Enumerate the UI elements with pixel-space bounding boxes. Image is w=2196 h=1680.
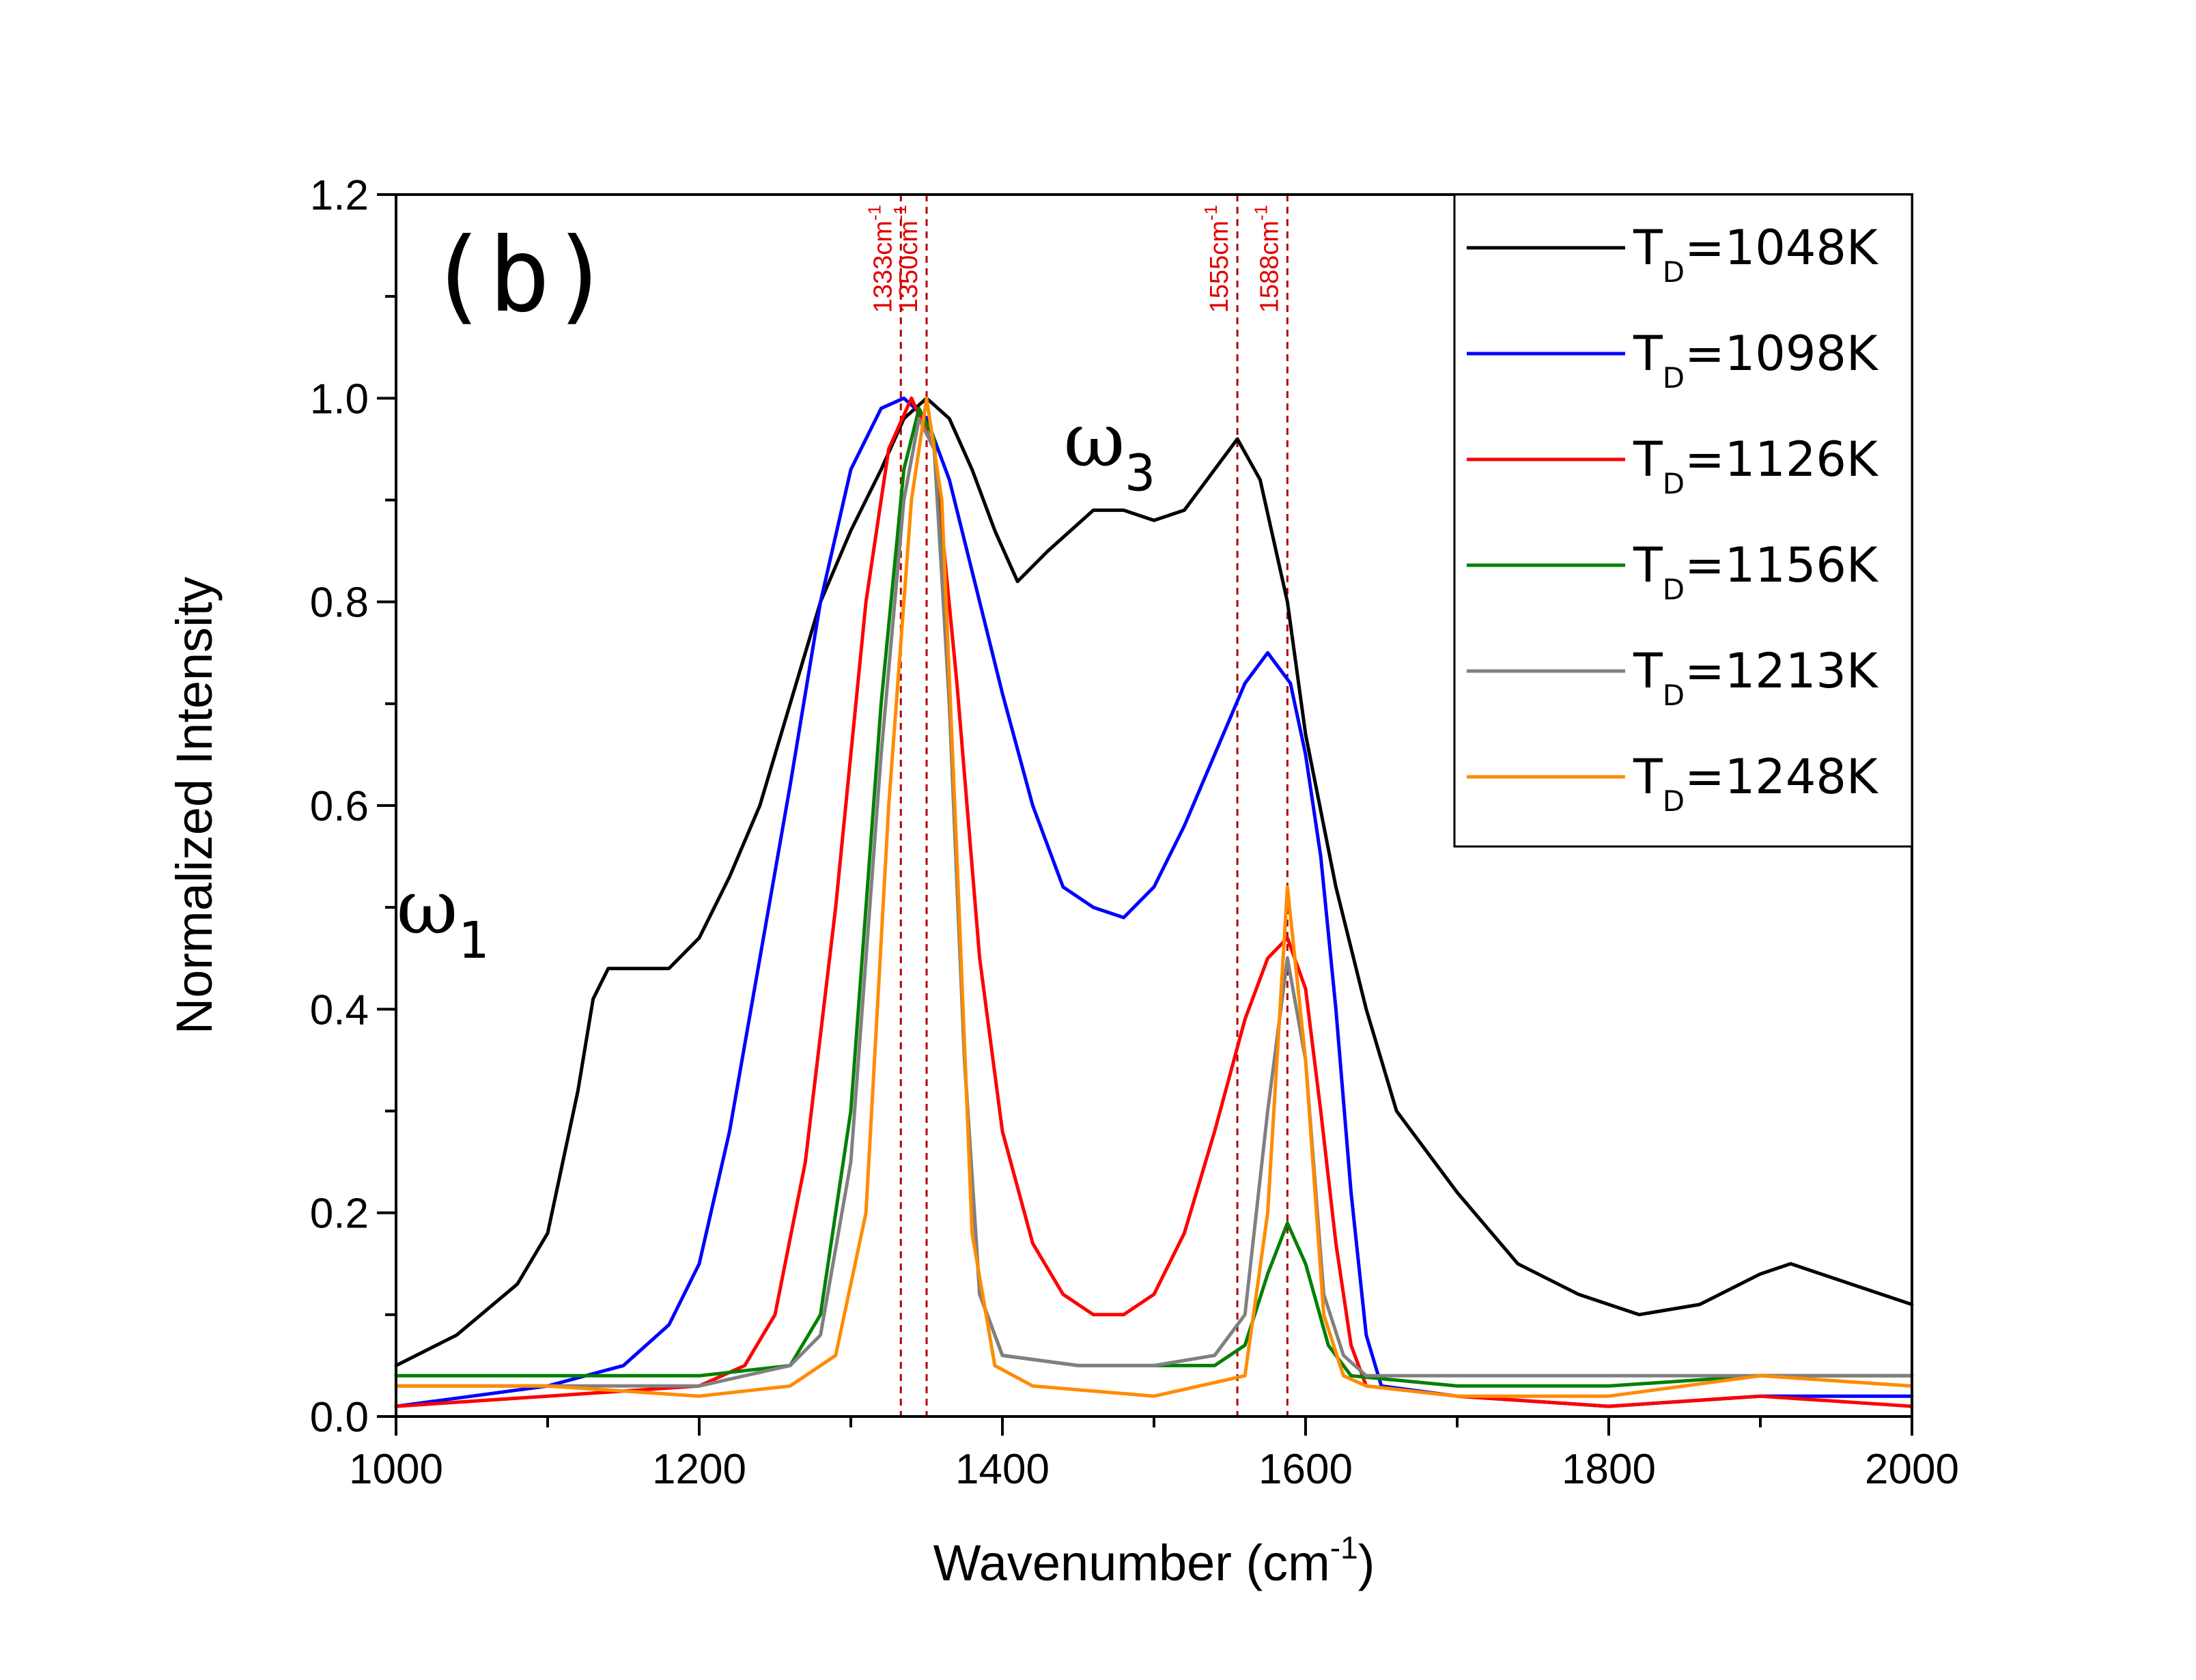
reference-line-unit-sup: -1 xyxy=(1200,205,1221,220)
legend-entry: TD=1156K xyxy=(1633,537,1879,606)
legend-entry: TD=1126K xyxy=(1633,431,1879,500)
series-line xyxy=(394,396,1914,1367)
omega1-subscript: 1 xyxy=(458,911,489,970)
reference-line-value: 1333cm xyxy=(869,220,897,313)
legend-entry-main: T xyxy=(1633,431,1663,487)
reference-line-label: 1588cm-1 xyxy=(1250,205,1284,313)
legend-entry: TD=1248K xyxy=(1633,749,1879,818)
legend-entry-value: =1248K xyxy=(1685,749,1879,805)
series-line xyxy=(394,396,1914,1408)
series-line xyxy=(394,416,1914,1388)
legend: TD=1048KTD=1098KTD=1126KTD=1156KTD=1213K… xyxy=(1453,193,1913,848)
legend-entry-main: T xyxy=(1633,749,1663,805)
reference-line-unit-sup: -1 xyxy=(1250,205,1271,220)
legend-entry-value: =1048K xyxy=(1685,220,1879,276)
legend-entry-main: T xyxy=(1633,537,1663,593)
legend-entry-value: =1098K xyxy=(1685,326,1879,382)
legend-entry-value: =1213K xyxy=(1685,643,1879,699)
x-tick-label: 1200 xyxy=(652,1446,746,1493)
legend-entry-value: =1126K xyxy=(1685,431,1879,487)
y-axis-label: Normalized Intensity xyxy=(166,577,223,1034)
legend-entry-main: T xyxy=(1633,643,1663,699)
y-tick-label: 0.0 xyxy=(310,1394,369,1441)
series-line xyxy=(394,396,1914,1398)
y-tick-label: 0.6 xyxy=(310,783,369,830)
legend-entry-main: T xyxy=(1633,220,1663,276)
legend-entry: TD=1048K xyxy=(1633,220,1879,289)
legend-entry-sub: D xyxy=(1663,255,1685,289)
reference-line-label: 1350cm-1 xyxy=(890,205,923,313)
x-tick-label: 1600 xyxy=(1258,1446,1353,1493)
x-tick-label: 1800 xyxy=(1562,1446,1656,1493)
reference-line-label: 1555cm-1 xyxy=(1200,205,1234,313)
y-tick-label: 1.0 xyxy=(310,375,369,423)
x-tick-label: 1400 xyxy=(955,1446,1050,1493)
series-line xyxy=(394,396,1914,1408)
y-tick-label: 0.8 xyxy=(310,580,369,627)
legend-entry-sub: D xyxy=(1663,573,1685,606)
y-tick-label: 0.4 xyxy=(310,986,369,1034)
legend-entry-main: T xyxy=(1633,326,1663,382)
legend-entry-sub: D xyxy=(1663,679,1685,712)
reference-line-value: 1588cm xyxy=(1255,220,1284,313)
omega1-annotation: ω1 xyxy=(397,864,488,970)
y-tick-label: 1.2 xyxy=(310,172,369,219)
omega1-symbol: ω xyxy=(397,864,458,951)
reference-line-unit-sup: -1 xyxy=(890,205,910,220)
reference-line-value: 1555cm xyxy=(1205,220,1234,313)
legend-entry-value: =1156K xyxy=(1685,537,1879,593)
legend-box xyxy=(1453,193,1913,848)
x-axis-label-sup: -1 xyxy=(1330,1530,1358,1565)
omega3-annotation: ω3 xyxy=(1064,397,1155,503)
legend-entry: TD=1098K xyxy=(1633,326,1879,395)
x-axis-label-end: ) xyxy=(1358,1535,1375,1591)
x-tick-label: 1000 xyxy=(349,1446,443,1493)
reference-line-unit-sup: -1 xyxy=(864,205,884,220)
legend-entry: TD=1213K xyxy=(1633,643,1879,712)
reference-line-label: 1333cm-1 xyxy=(864,205,897,313)
panel-label: (b) xyxy=(427,216,612,335)
omega3-subscript: 3 xyxy=(1125,444,1156,503)
series-lines xyxy=(394,396,1914,1408)
reference-lines xyxy=(899,195,1289,1416)
y-tick-label: 0.2 xyxy=(310,1191,369,1238)
legend-entry-sub: D xyxy=(1663,467,1685,500)
legend-entry-sub: D xyxy=(1663,361,1685,395)
x-axis-label-main: Wavenumber (cm xyxy=(933,1535,1330,1591)
x-axis-label: Wavenumber (cm-1) xyxy=(933,1530,1375,1591)
axis-ticks: 1000 1200 1400 1600 1800 2000 0.0 0.2 0.4 0.6 0.8 1… xyxy=(310,172,1959,1493)
legend-entry-sub: D xyxy=(1663,784,1685,818)
reference-line-value: 1350cm xyxy=(895,220,923,313)
omega3-symbol: ω xyxy=(1064,397,1125,484)
x-tick-label: 2000 xyxy=(1865,1446,1959,1493)
